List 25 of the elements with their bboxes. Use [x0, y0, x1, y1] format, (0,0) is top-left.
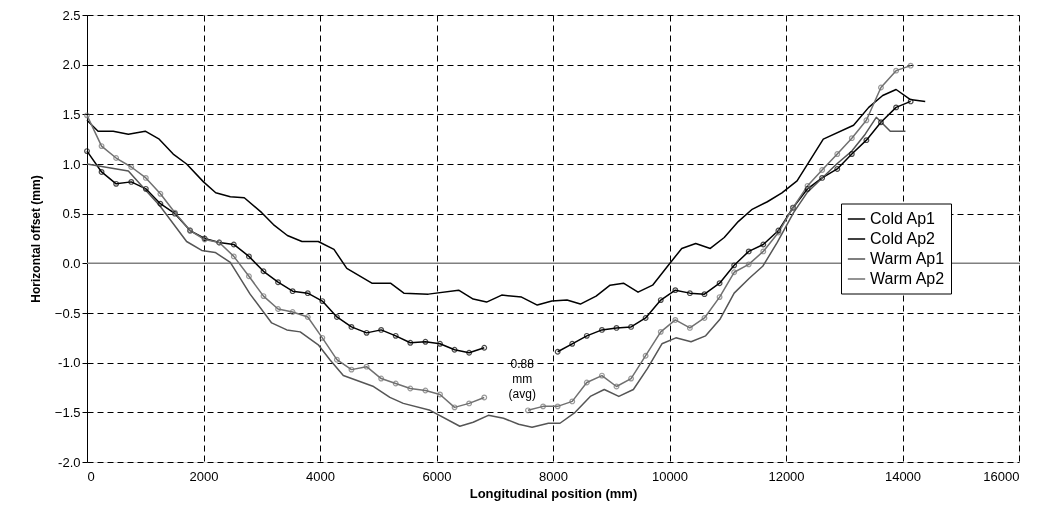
- legend-label: Cold Ap2: [870, 230, 936, 247]
- y-axis-title: Horizontal offset (mm): [28, 175, 43, 303]
- x-tick-label: 4000: [306, 468, 335, 484]
- y-tick-label: 0.0: [62, 255, 81, 271]
- legend-label: Warm Ap1: [870, 250, 945, 267]
- y-tick-label: 2.5: [62, 7, 81, 23]
- x-tick-label: 0: [87, 468, 95, 484]
- y-tick-label: 1.5: [62, 106, 81, 122]
- x-axis-title: Longitudinal position (mm): [469, 485, 638, 501]
- x-tick-label: 8000: [539, 468, 568, 484]
- legend-label: Warm Ap2: [870, 270, 945, 287]
- x-tick-label: 10000: [651, 468, 689, 484]
- y-tick-label: -1.0: [58, 355, 81, 371]
- y-tick-label: −1.5: [54, 404, 81, 420]
- y-tick-label: −0.5: [54, 305, 81, 321]
- x-tick-label: 6000: [422, 468, 452, 484]
- x-tick-label: 2000: [189, 468, 219, 484]
- y-tick-label: -2.0: [58, 454, 81, 470]
- legend-label: Cold Ap1: [870, 210, 936, 227]
- x-tick-label: 14000: [884, 468, 922, 484]
- y-tick-label: 2.0: [62, 57, 81, 73]
- x-tick-label: 12000: [768, 468, 805, 484]
- y-tick-label: 0.5: [62, 206, 81, 222]
- x-tick-label: 16000: [983, 468, 1020, 484]
- y-tick-label: 1.0: [62, 156, 81, 172]
